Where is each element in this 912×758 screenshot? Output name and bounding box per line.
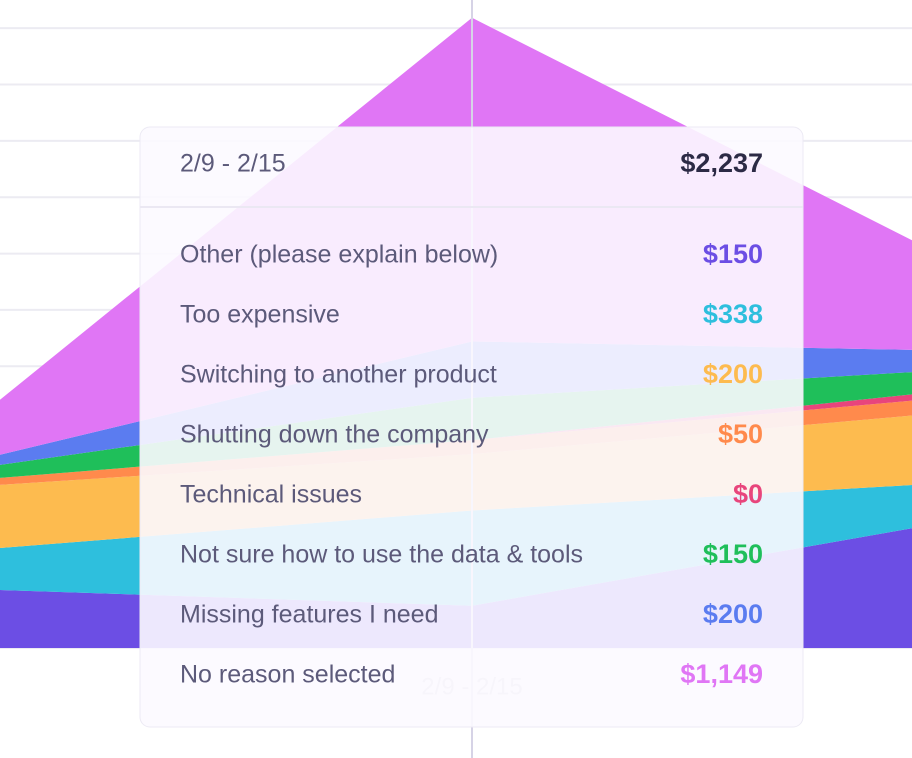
tooltip-title: 2/9 - 2/15 [180,150,286,178]
legend-label: Other (please explain below) [180,241,498,269]
value-label: $200 [703,599,763,629]
value-label: $150 [703,539,763,569]
legend-label: No reason selected [180,661,395,689]
tooltip: 2/9 - 2/15 $2,237 Other (please explain … [139,126,804,728]
legend-label: Too expensive [180,301,340,329]
tooltip-box [139,126,804,728]
value-label: $150 [703,239,763,269]
legend-label: Switching to another product [180,361,497,389]
value-label: $200 [703,359,763,389]
legend-label: Not sure how to use the data & tools [180,541,583,569]
value-label: $0 [733,479,763,509]
value-label: $338 [703,299,763,329]
tooltip-total: $2,237 [680,148,763,178]
legend-label: Missing features I need [180,601,438,629]
value-label: $50 [718,419,763,449]
value-label: $1,149 [680,659,763,689]
legend-label: Shutting down the company [180,421,489,449]
legend-label: Technical issues [180,481,362,509]
